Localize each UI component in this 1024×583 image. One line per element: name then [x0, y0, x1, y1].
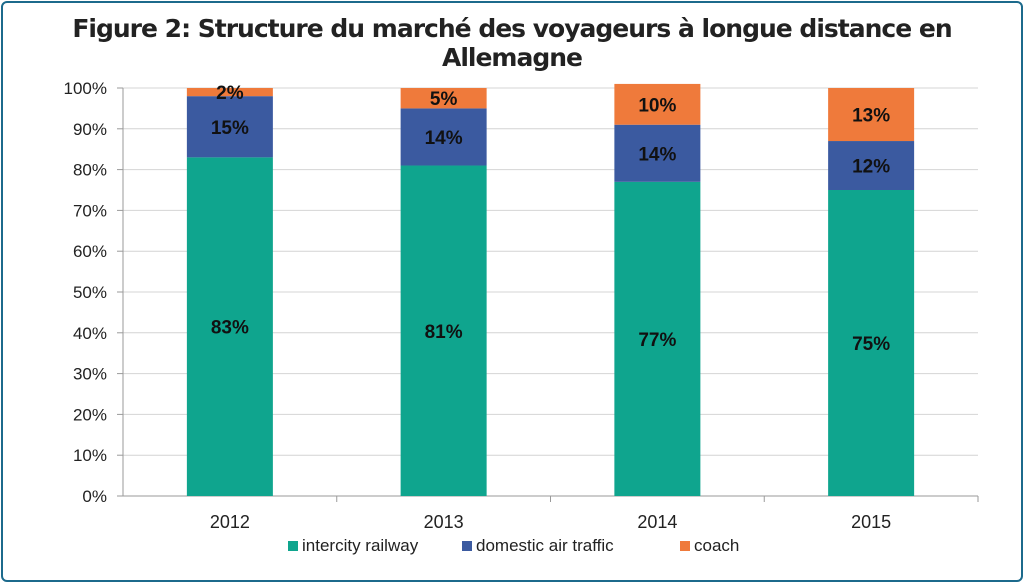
bar-segment: [400, 165, 487, 496]
legend-swatch: [288, 541, 298, 551]
legend: intercity railway domestic air traffic coa…: [288, 536, 739, 555]
data-label: 83%: [211, 318, 249, 339]
bar-segment: [614, 83, 701, 125]
legend-swatch: [680, 541, 690, 551]
bar-segment: [614, 181, 701, 496]
data-label: 5%: [430, 89, 458, 110]
x-axis: 2012 2013 2014 2015: [210, 496, 979, 532]
data-label: 77%: [638, 330, 676, 351]
data-label: 12%: [852, 157, 890, 178]
y-axis: 0% 10% 20% 30% 40% 50% 60% 70% 80% 90% 100%: [64, 79, 124, 506]
y-tick-label: 10%: [73, 446, 107, 465]
bar-segment: [828, 190, 915, 496]
legend-swatch: [462, 541, 472, 551]
bars: 83% 15% 2% 81% 14% 5% 77% 14% 10% 75% 12% 13%: [186, 83, 915, 497]
data-label: 10%: [638, 95, 676, 116]
data-label: 14%: [425, 128, 463, 149]
data-label: 2%: [216, 83, 244, 104]
y-tick-label: 90%: [73, 120, 107, 139]
x-tick-label: 2015: [851, 512, 891, 532]
data-label: 75%: [852, 334, 890, 355]
legend-label: intercity railway: [302, 536, 419, 555]
data-label: 14%: [638, 144, 676, 165]
data-label: 81%: [425, 322, 463, 343]
y-tick-label: 100%: [64, 79, 107, 98]
bar-segment: [400, 108, 487, 166]
y-tick-label: 0%: [82, 487, 107, 506]
y-tick-label: 80%: [73, 161, 107, 180]
bar-segment: [186, 88, 273, 97]
bar-segment: [828, 141, 915, 190]
y-tick-label: 20%: [73, 405, 107, 424]
data-label: 13%: [852, 106, 890, 127]
bar-segment: [400, 88, 487, 109]
y-tick-label: 70%: [73, 201, 107, 220]
legend-label: coach: [694, 536, 739, 555]
bar-segment: [828, 88, 915, 142]
y-tick-label: 60%: [73, 242, 107, 261]
y-tick-label: 40%: [73, 324, 107, 343]
chart-title: Figure 2: Structure du marché des voyage…: [72, 14, 952, 72]
legend-label: domestic air traffic: [476, 536, 614, 555]
x-tick-label: 2012: [210, 512, 250, 532]
y-tick-label: 30%: [73, 365, 107, 384]
x-tick-label: 2013: [424, 512, 464, 532]
bar-segment: [186, 157, 273, 497]
x-tick-label: 2014: [637, 512, 677, 532]
data-label: 15%: [211, 118, 249, 139]
bar-segment: [614, 124, 701, 182]
bar-segment: [186, 96, 273, 158]
y-tick-label: 50%: [73, 283, 107, 302]
